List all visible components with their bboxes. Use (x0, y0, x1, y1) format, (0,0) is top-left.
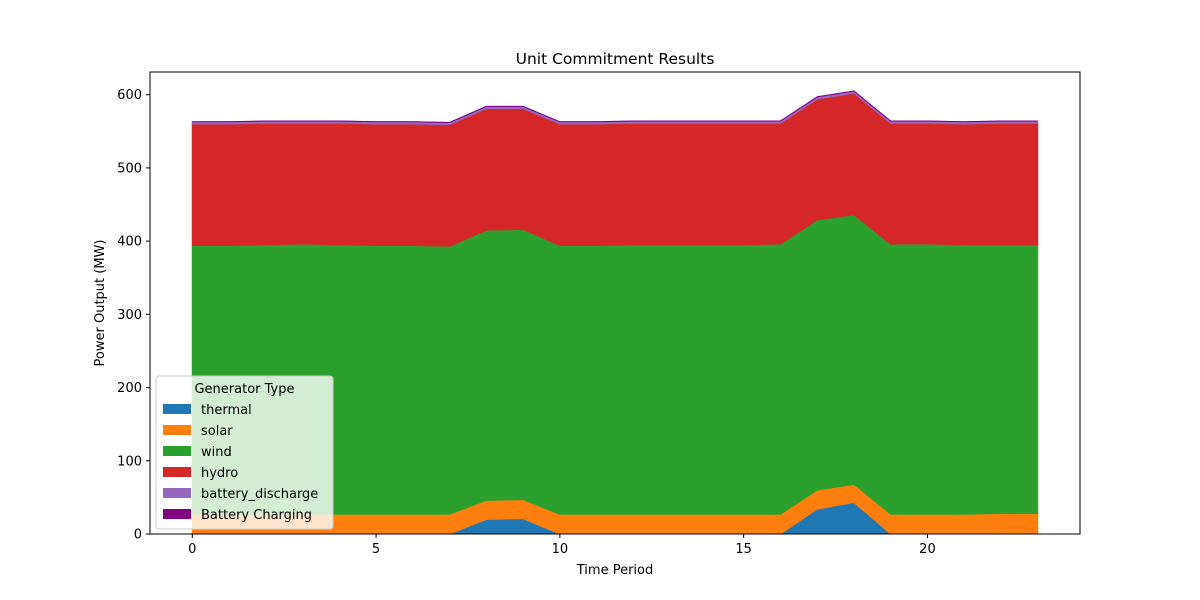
area-battery-discharge (191, 90, 1039, 126)
y-tick-label: 300 (117, 308, 142, 323)
x-axis: 0 5 10 15 20 (188, 534, 936, 557)
y-tick-label: 100 (117, 454, 142, 469)
plot-frame (149, 71, 1081, 535)
legend-label-solar: solar (201, 424, 233, 439)
y-tick-label: 200 (117, 381, 142, 396)
x-tick-label: 5 (372, 542, 380, 557)
legend: Generator Type thermal solar wind hydro batt… (155, 375, 334, 530)
legend-label-battery-discharge: battery_discharge (201, 487, 318, 502)
legend-box (155, 375, 334, 530)
area-battery-charging (192, 90, 1038, 124)
chart-title: Unit Commitment Results (516, 50, 715, 68)
y-tick-label: 600 (117, 88, 142, 103)
legend-swatch-solar (163, 425, 191, 435)
area-layers (191, 90, 1039, 535)
legend-swatch-wind (163, 446, 191, 456)
y-axis-label: Power Output (MW) (93, 240, 108, 367)
y-tick-label: 400 (117, 235, 142, 250)
legend-swatch-battery-charging (163, 509, 191, 519)
x-tick-label: 0 (188, 542, 196, 557)
x-tick-label: 20 (919, 542, 936, 557)
legend-label-thermal: thermal (201, 403, 252, 418)
legend-swatch-hydro (163, 467, 191, 477)
legend-label-hydro: hydro (201, 466, 238, 481)
y-axis: 0 100 200 300 400 500 600 (117, 88, 150, 543)
y-tick-label: 0 (134, 528, 142, 543)
legend-label-battery-charging: Battery Charging (201, 508, 312, 523)
legend-label-wind: wind (201, 445, 232, 460)
x-axis-label: Time Period (576, 563, 653, 578)
x-tick-label: 15 (735, 542, 752, 557)
legend-title: Generator Type (194, 382, 294, 397)
y-tick-label: 500 (117, 161, 142, 176)
legend-swatch-battery-discharge (163, 488, 191, 498)
x-tick-label: 10 (552, 542, 569, 557)
legend-swatch-thermal (163, 404, 191, 414)
area-hydro (191, 92, 1039, 247)
